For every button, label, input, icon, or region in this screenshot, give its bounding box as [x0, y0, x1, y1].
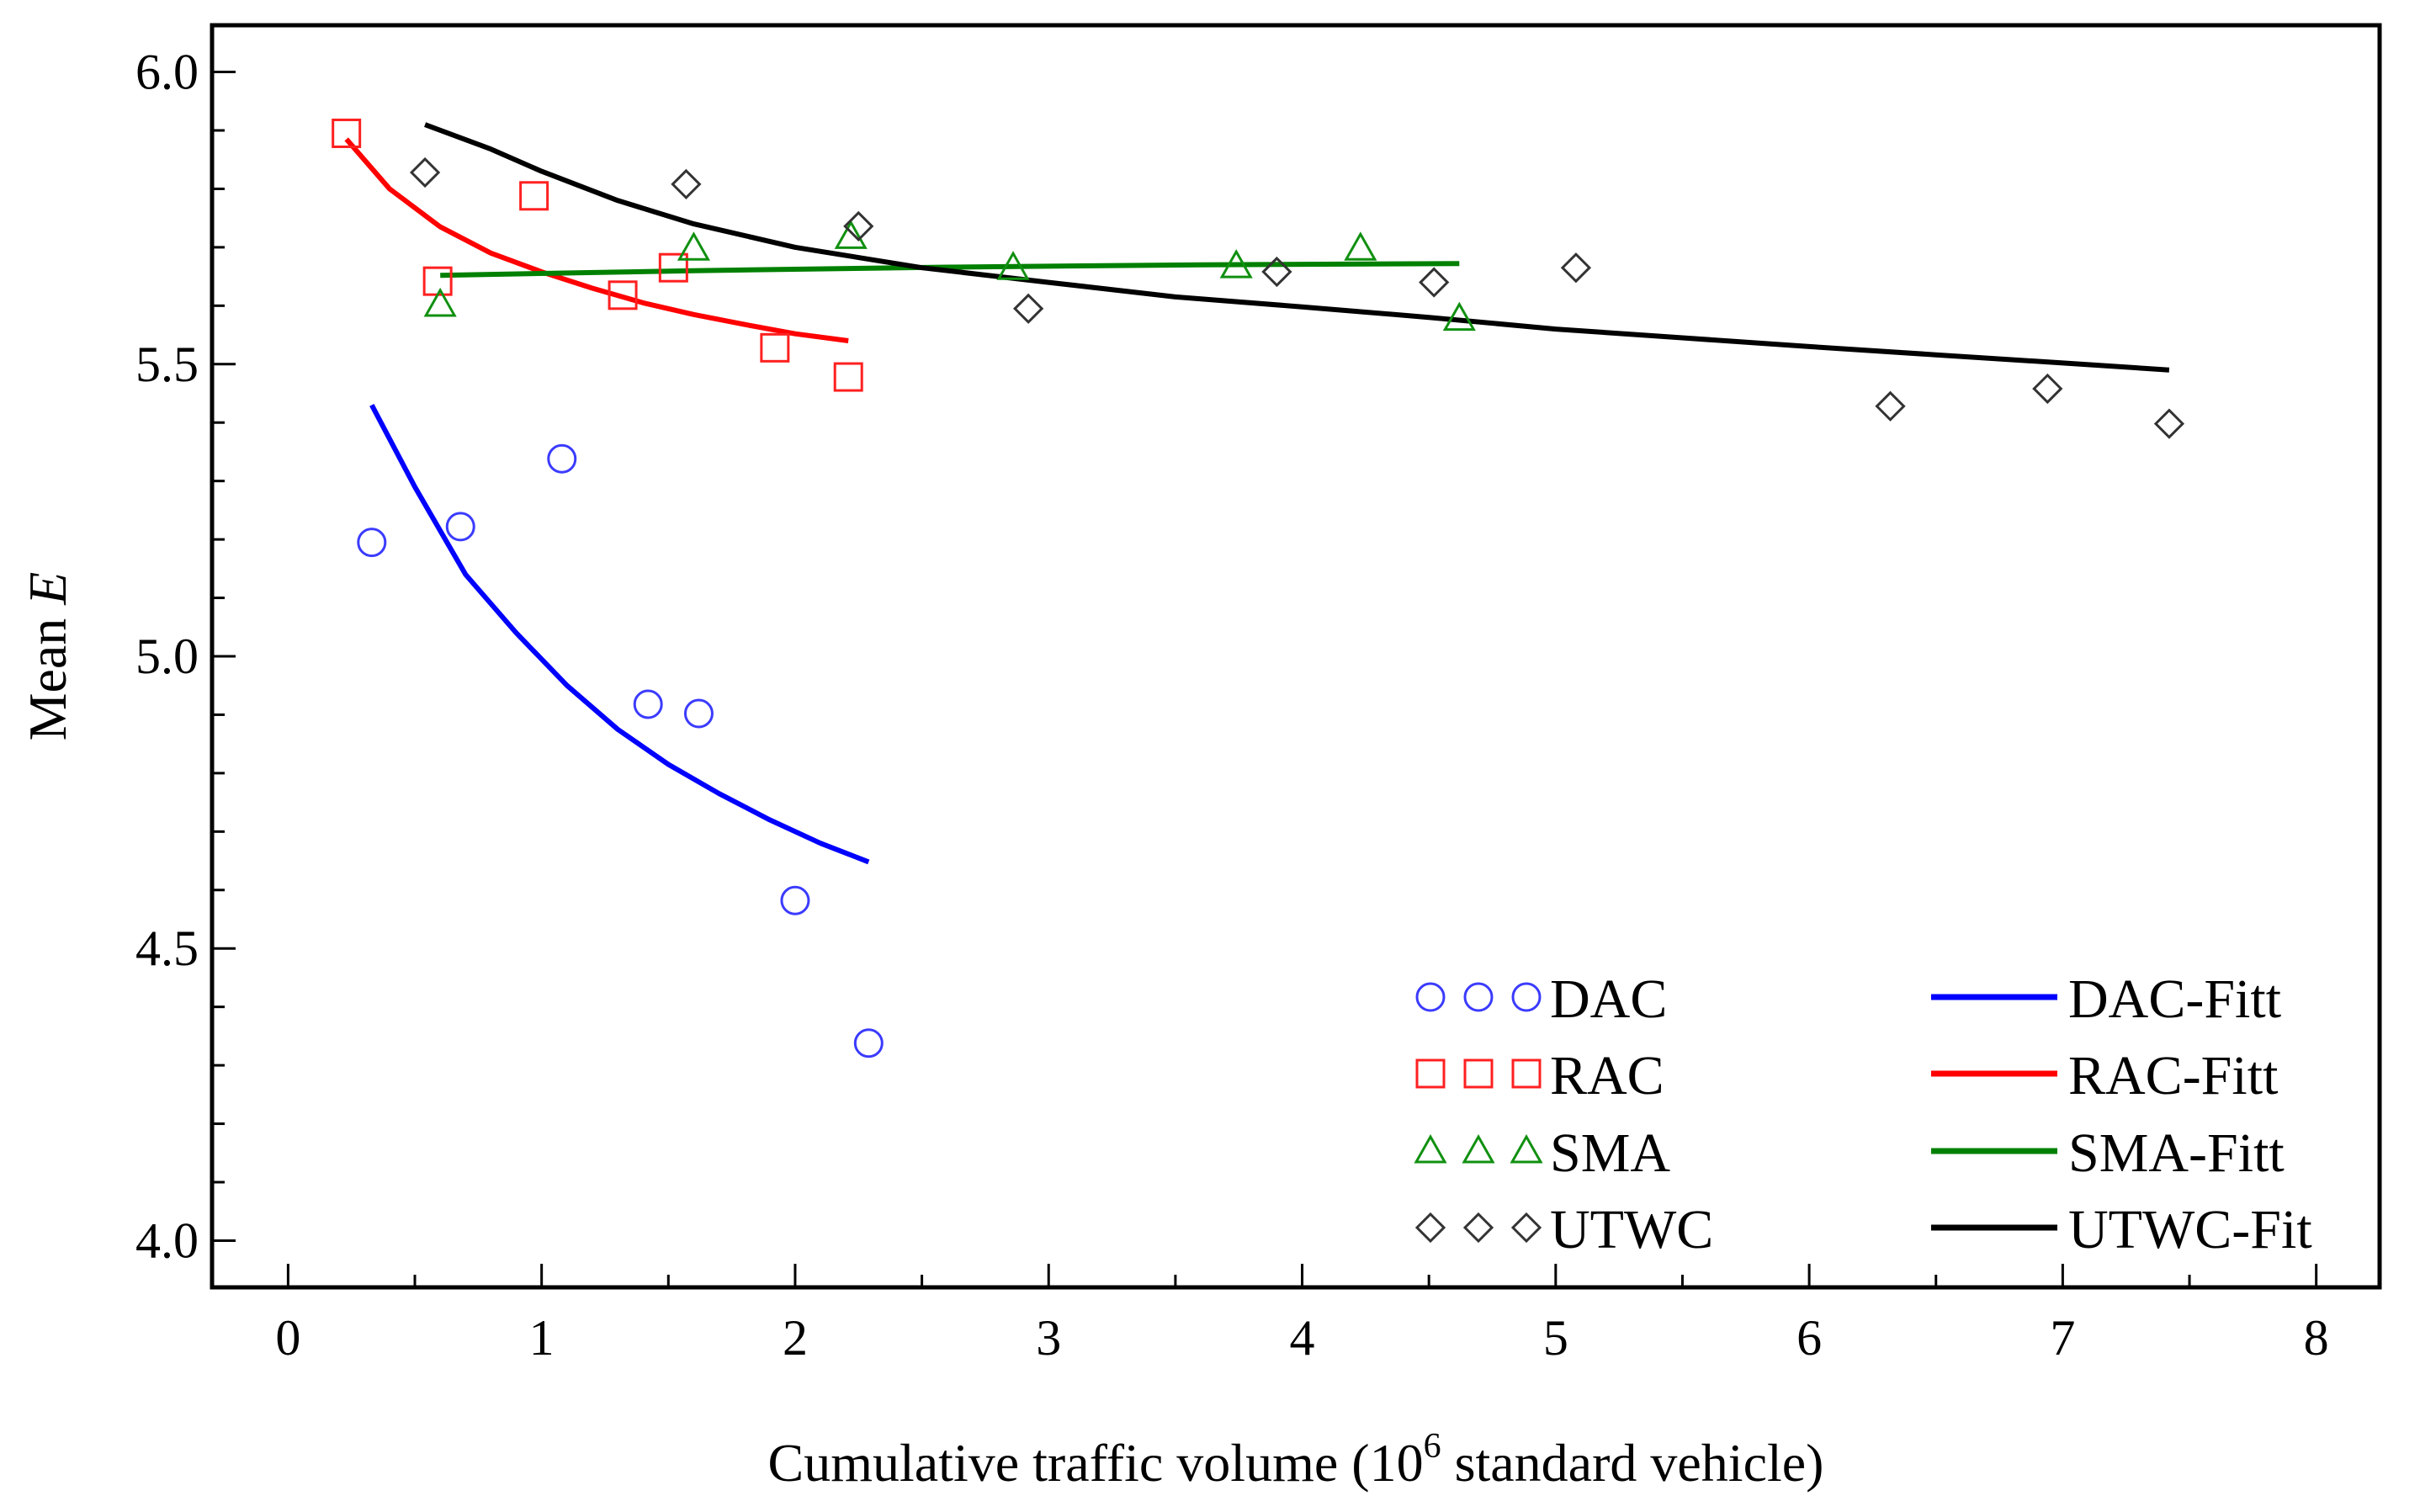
x-tick-label: 3	[1036, 1310, 1061, 1366]
x-tick-label: 6	[1796, 1310, 1822, 1366]
fit-line-utwc-fit	[424, 122, 2170, 373]
rac-point	[658, 252, 688, 283]
y-tick-label: 5.0	[135, 629, 199, 684]
y-tick-label: 6.0	[135, 45, 199, 100]
utwc-point	[1013, 293, 1044, 324]
legend-marker-rac	[1415, 1058, 1446, 1089]
y-tick-label: 5.5	[135, 337, 199, 392]
dac-point	[547, 443, 577, 474]
utwc-point	[671, 168, 702, 200]
legend-marker-utwc	[1414, 1212, 1446, 1244]
legend-label-rac-fitt: RAC-Fitt	[2068, 1045, 2278, 1106]
legend-marker-utwc	[1510, 1212, 1542, 1244]
legend-label-sma-fitt: SMA-Fitt	[2068, 1122, 2285, 1184]
x-tick-label: 7	[2050, 1310, 2075, 1366]
x-tick-label: 2	[783, 1310, 808, 1366]
utwc-point	[2153, 408, 2185, 439]
dac-point	[780, 885, 810, 915]
legend: DAC RAC SMA UTWC DAC-Fitt RAC-Fitt SMA-Fitt UTW…	[1414, 968, 2312, 1260]
legend-marker-rac	[1511, 1058, 1542, 1089]
x-tick-label: 1	[529, 1310, 555, 1366]
legend-marker-dac	[1511, 982, 1542, 1012]
legend-label-dac: DAC	[1550, 968, 1667, 1030]
legend-label-utwc-fit: UTWC-Fit	[2068, 1199, 2312, 1260]
rac-point	[332, 118, 362, 148]
rac-point	[422, 266, 453, 296]
legend-marker-sma	[1462, 1133, 1495, 1164]
sma-point	[1344, 231, 1377, 261]
fit-line-sma-fitt	[440, 261, 1460, 279]
fit-line-rac-fitt	[344, 137, 849, 343]
sma-point	[677, 231, 711, 261]
legend-marker-sma	[1414, 1133, 1447, 1164]
dac-point	[683, 698, 714, 729]
sma-point	[996, 251, 1030, 280]
legend-marker-dac	[1415, 982, 1446, 1012]
y-tick-label: 4.0	[135, 1212, 199, 1268]
sma-point	[834, 220, 868, 249]
legend-marker-utwc	[1462, 1212, 1494, 1244]
y-tick-labels: 4.0 4.5 5.0 5.5 6.0	[135, 45, 199, 1269]
legend-marker-dac	[1463, 982, 1494, 1012]
fit-curves	[344, 122, 2170, 865]
rac-point	[608, 280, 638, 310]
utwc-point	[2032, 373, 2063, 405]
x-tick-label: 8	[2304, 1310, 2329, 1366]
utwc-point	[1261, 256, 1292, 288]
data-markers	[332, 118, 2185, 1058]
legend-label-utwc: UTWC	[1550, 1199, 1713, 1260]
fit-line-dac-fitt	[369, 404, 870, 865]
utwc-point	[1560, 252, 1592, 284]
utwc-point	[843, 210, 874, 242]
sma-point	[1442, 301, 1476, 332]
axis-ticks	[212, 71, 2318, 1287]
y-axis-title: Mean E	[18, 572, 77, 741]
legend-label-dac-fitt: DAC-Fitt	[2068, 968, 2281, 1030]
legend-label-rac: RAC	[1550, 1045, 1664, 1106]
x-tick-label: 4	[1290, 1310, 1315, 1366]
utwc-point	[1419, 267, 1450, 298]
x-tick-label: 5	[1543, 1310, 1568, 1366]
dac-point	[357, 528, 387, 558]
rac-point	[833, 362, 863, 392]
y-tick-label: 4.5	[135, 920, 199, 976]
rac-point	[519, 181, 549, 211]
utwc-point	[409, 157, 441, 188]
rac-point	[760, 332, 790, 363]
x-axis-title: Cumulative traffic volume (106 standard …	[768, 1427, 1824, 1493]
utwc-point	[1875, 390, 1906, 422]
legend-marker-sma	[1510, 1133, 1543, 1164]
x-tick-label: 0	[275, 1310, 300, 1366]
legend-label-sma: SMA	[1550, 1122, 1670, 1184]
dac-point	[853, 1028, 884, 1058]
dac-point	[633, 689, 663, 719]
sma-point	[423, 287, 457, 317]
x-tick-labels: 0 1 2 3 4 5 6 7 8	[275, 1310, 2328, 1366]
sma-point	[1219, 249, 1253, 279]
legend-marker-rac	[1463, 1058, 1494, 1089]
dac-point	[445, 512, 475, 542]
